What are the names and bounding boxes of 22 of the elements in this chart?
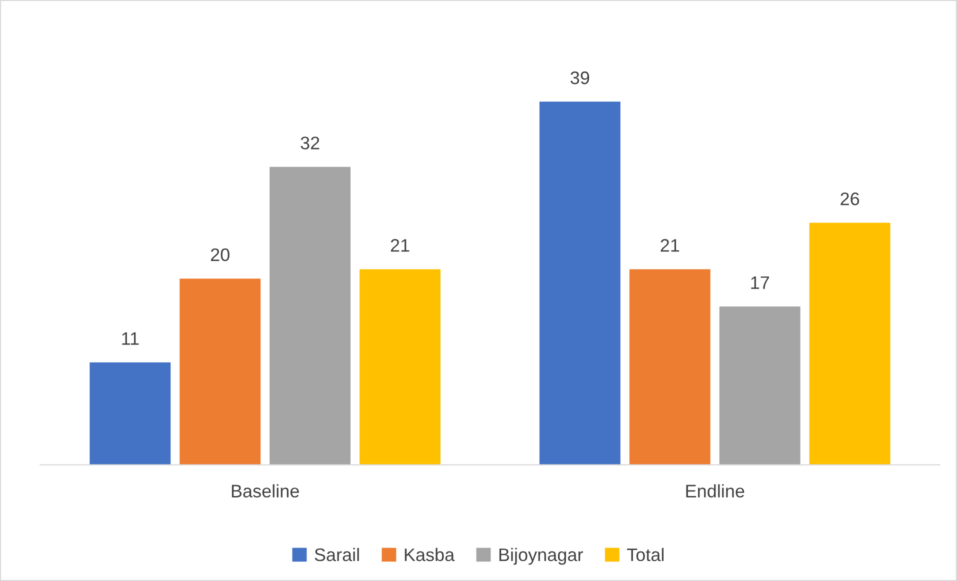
legend-label: Total <box>627 548 664 562</box>
bar <box>809 222 890 465</box>
data-label: 20 <box>210 248 230 262</box>
x-tick-label: Baseline <box>232 484 299 498</box>
bar <box>360 269 441 465</box>
bar <box>180 278 261 465</box>
bar <box>629 269 710 465</box>
data-label: 26 <box>840 192 860 206</box>
x-tick-label: Endline <box>686 484 744 498</box>
bar <box>270 166 351 465</box>
data-label: 32 <box>300 136 320 150</box>
bar <box>539 102 620 465</box>
data-label: 21 <box>390 239 410 252</box>
legend-label: Kasba <box>404 548 455 562</box>
legend-label: Bijoynagar <box>499 548 583 565</box>
data-label: 21 <box>660 239 680 252</box>
data-label: 17 <box>751 276 769 289</box>
bar <box>719 306 800 465</box>
data-label: 39 <box>570 71 590 84</box>
legend-label: Sarail <box>314 548 359 562</box>
data-label: 11 <box>122 332 139 345</box>
bar <box>90 362 171 465</box>
